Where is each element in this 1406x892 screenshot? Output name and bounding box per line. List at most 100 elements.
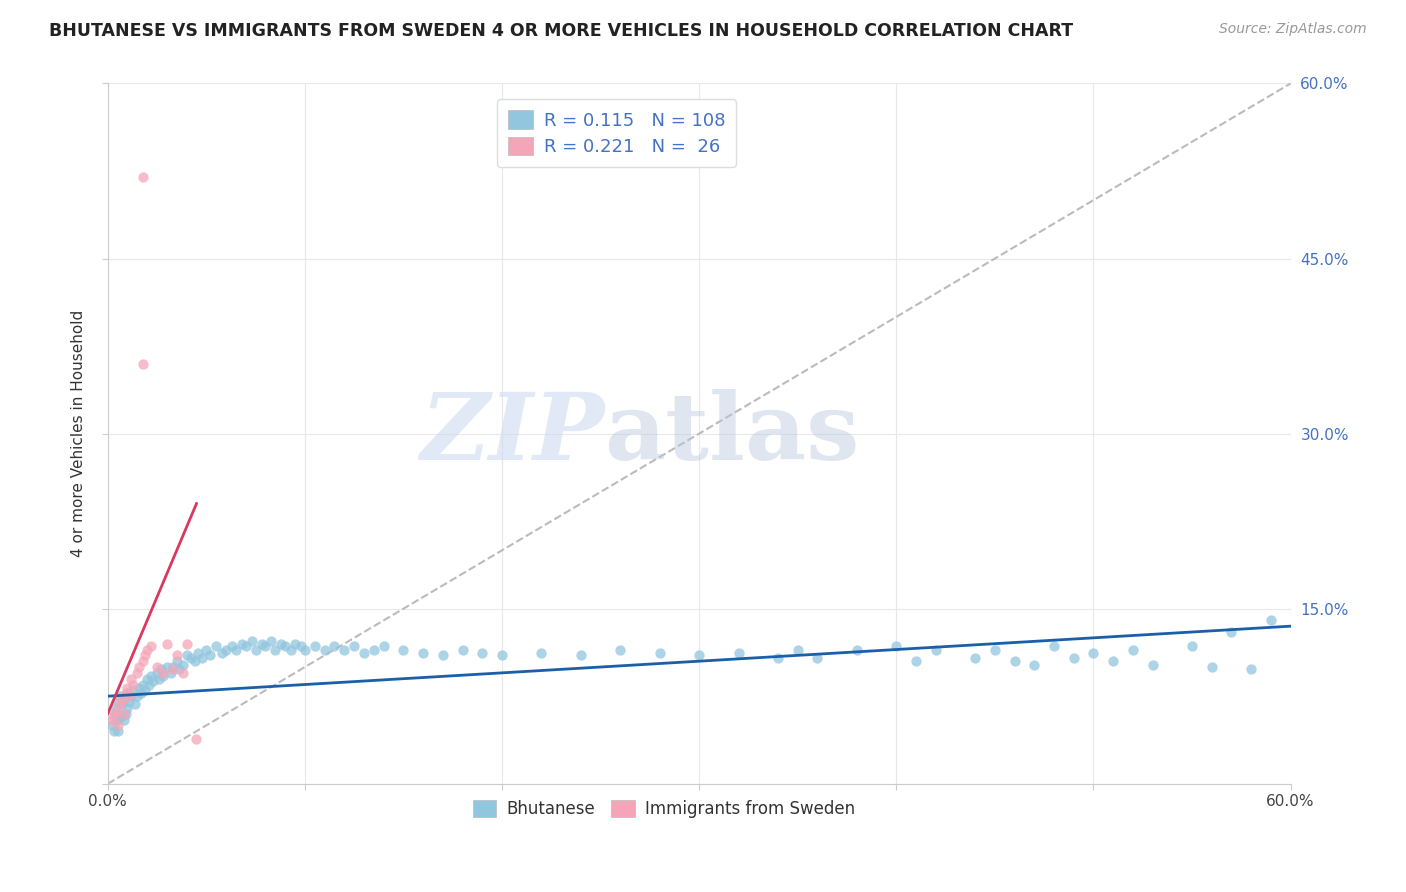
Point <box>412 646 434 660</box>
Point <box>1142 657 1164 672</box>
Point <box>884 639 907 653</box>
Point <box>225 642 247 657</box>
Point <box>323 639 346 653</box>
Point <box>107 713 129 727</box>
Y-axis label: 4 or more Vehicles in Household: 4 or more Vehicles in Household <box>72 310 86 558</box>
Point <box>806 650 828 665</box>
Point <box>146 660 169 674</box>
Point <box>132 654 155 668</box>
Point <box>343 639 366 653</box>
Point <box>221 639 243 653</box>
Point <box>187 646 209 660</box>
Point <box>451 642 474 657</box>
Point <box>211 646 233 660</box>
Point <box>128 660 150 674</box>
Point <box>294 642 316 657</box>
Point <box>132 677 155 691</box>
Point <box>118 689 141 703</box>
Text: Source: ZipAtlas.com: Source: ZipAtlas.com <box>1219 22 1367 37</box>
Point <box>274 639 297 653</box>
Point <box>1260 613 1282 627</box>
Point <box>104 713 127 727</box>
Point <box>1220 625 1243 640</box>
Text: BHUTANESE VS IMMIGRANTS FROM SWEDEN 4 OR MORE VEHICLES IN HOUSEHOLD CORRELATION : BHUTANESE VS IMMIGRANTS FROM SWEDEN 4 OR… <box>49 22 1073 40</box>
Point <box>110 692 132 706</box>
Point <box>104 705 127 719</box>
Point <box>254 639 277 653</box>
Point <box>432 648 454 663</box>
Point <box>925 642 948 657</box>
Point <box>270 637 292 651</box>
Point <box>103 709 125 723</box>
Point <box>353 646 375 660</box>
Point <box>648 646 671 660</box>
Point <box>284 637 307 651</box>
Point <box>191 650 214 665</box>
Point <box>152 665 174 680</box>
Point <box>727 646 749 660</box>
Point <box>176 637 198 651</box>
Point <box>1083 646 1105 660</box>
Point <box>162 662 184 676</box>
Point <box>136 672 159 686</box>
Point <box>104 701 127 715</box>
Point <box>984 642 1007 657</box>
Point <box>392 642 415 657</box>
Point <box>314 642 336 657</box>
Point <box>156 637 179 651</box>
Point <box>205 639 228 653</box>
Point <box>112 692 135 706</box>
Point <box>138 677 160 691</box>
Point <box>103 706 125 721</box>
Point <box>183 654 205 668</box>
Point <box>114 706 136 721</box>
Point <box>965 650 987 665</box>
Point <box>240 634 263 648</box>
Point <box>124 698 146 712</box>
Point <box>200 648 222 663</box>
Point <box>150 662 173 676</box>
Point <box>1102 654 1125 668</box>
Point <box>180 650 202 665</box>
Point <box>132 169 155 184</box>
Point <box>136 642 159 657</box>
Point <box>142 673 165 688</box>
Point <box>122 683 145 698</box>
Point <box>569 648 592 663</box>
Point <box>107 718 129 732</box>
Point <box>129 686 152 700</box>
Point <box>333 642 356 657</box>
Point <box>215 642 238 657</box>
Point <box>280 642 302 657</box>
Point <box>363 642 385 657</box>
Point <box>100 718 122 732</box>
Point <box>304 639 326 653</box>
Point <box>128 681 150 695</box>
Point <box>120 689 142 703</box>
Point <box>1004 654 1026 668</box>
Point <box>231 637 253 651</box>
Point <box>117 686 139 700</box>
Point <box>114 686 136 700</box>
Point <box>172 657 194 672</box>
Point <box>176 648 198 663</box>
Point <box>120 672 142 686</box>
Point <box>845 642 868 657</box>
Point <box>186 732 208 747</box>
Legend: Bhutanese, Immigrants from Sweden: Bhutanese, Immigrants from Sweden <box>465 793 862 824</box>
Point <box>139 639 162 653</box>
Point <box>166 648 188 663</box>
Point <box>103 724 125 739</box>
Point <box>264 642 287 657</box>
Point <box>162 660 184 674</box>
Point <box>152 669 174 683</box>
Point <box>148 672 170 686</box>
Point <box>1240 662 1263 676</box>
Point <box>110 698 132 712</box>
Point <box>491 648 513 663</box>
Point <box>471 646 494 660</box>
Point <box>290 639 312 653</box>
Point <box>110 709 132 723</box>
Point <box>108 706 131 721</box>
Point <box>250 637 273 651</box>
